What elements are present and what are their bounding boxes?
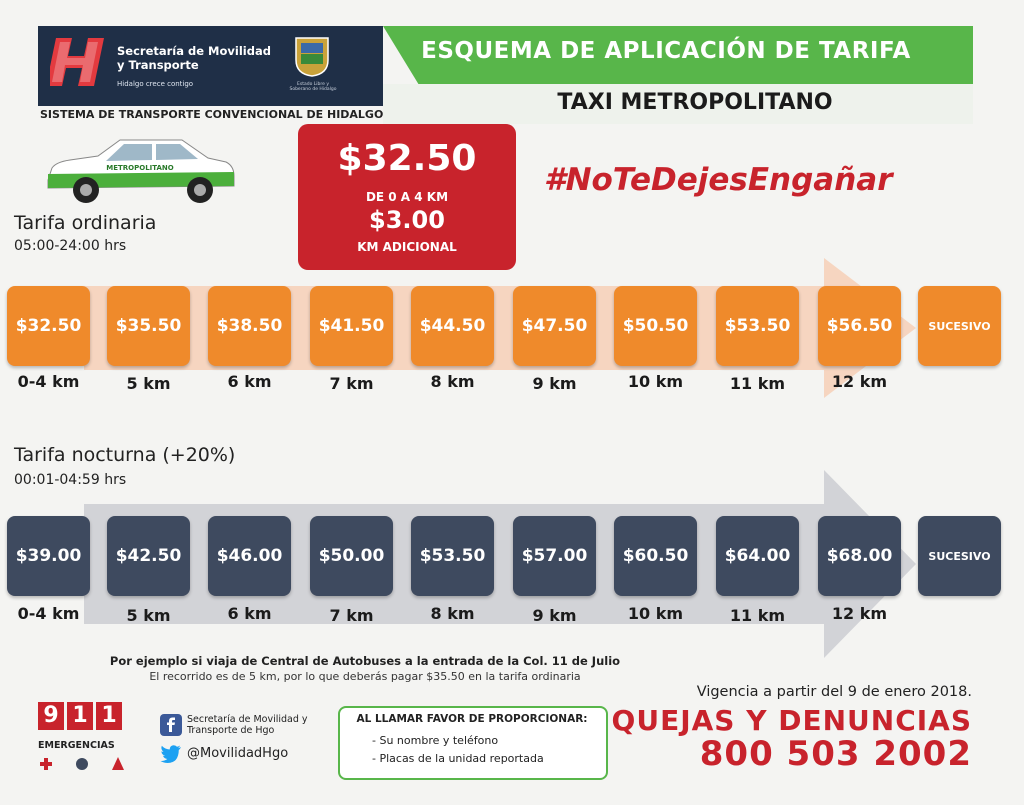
- emergency-digit: 9: [38, 702, 64, 730]
- ordinary-distance-label: 0-4 km: [17, 372, 80, 391]
- ordinary-fare-tile: $50.50: [614, 286, 697, 366]
- night-fare-tile: $60.50: [614, 516, 697, 596]
- ordinary-distance-label: 5 km: [126, 374, 171, 393]
- org-tagline: Hidalgo crece contigo: [117, 80, 194, 88]
- ordinary-distance-label: 6 km: [227, 372, 272, 391]
- base-price-box: [298, 124, 516, 270]
- facebook-icon: [160, 714, 182, 736]
- night-fare-tile: $68.00: [818, 516, 901, 596]
- ordinary-fare-tile: $44.50: [411, 286, 494, 366]
- page-title: ESQUEMA DE APLICACIÓN DE TARIFA: [421, 38, 911, 64]
- ordinary-title: Tarifa ordinaria: [14, 212, 157, 234]
- call-info-item: - Placas de la unidad reportada: [372, 752, 544, 765]
- additional-label: KM ADICIONAL: [357, 240, 457, 254]
- emergency-digit: 1: [96, 702, 122, 730]
- page-subtitle: TAXI METROPOLITANO: [557, 90, 833, 115]
- facebook-handle: Secretaría de Movilidad y Transporte de …: [187, 714, 308, 736]
- ordinary-distance-label: 11 km: [729, 374, 786, 393]
- hidalgo-h-logo: [50, 38, 104, 86]
- night-distance-label: 7 km: [329, 606, 374, 625]
- subtitle-band: [383, 84, 973, 124]
- ordinary-arrow: [84, 258, 916, 398]
- night-fare-tile: $42.50: [107, 516, 190, 596]
- night-fare-tile: $64.00: [716, 516, 799, 596]
- emergency-digit: 1: [67, 702, 93, 730]
- ordinary-fare-tile: $38.50: [208, 286, 291, 366]
- night-distance-label: 9 km: [532, 606, 577, 625]
- complaints-heading: QUEJAS Y DENUNCIAS: [611, 704, 972, 737]
- state-seal-icon: [295, 37, 329, 77]
- additional-price: $3.00: [369, 206, 445, 234]
- complaints-phone: 800 503 2002: [699, 734, 972, 774]
- night-fare-tile: $53.50: [411, 516, 494, 596]
- ordinary-hours: 05:00-24:00 hrs: [14, 238, 127, 254]
- ordinary-fare-tile: $41.50: [310, 286, 393, 366]
- ordinary-distance-label: 10 km: [627, 372, 684, 391]
- night-fare-tile: $39.00: [7, 516, 90, 596]
- title-band: [383, 26, 973, 84]
- night-hours: 00:01-04:59 hrs: [14, 472, 127, 488]
- ordinary-distance-label: 8 km: [430, 372, 475, 391]
- night-fare-tile-sucesivo: SUCESIVO: [918, 516, 1001, 596]
- night-distance-label: 5 km: [126, 606, 171, 625]
- night-distance-label: 0-4 km: [17, 604, 80, 623]
- ordinary-distance-label: 9 km: [532, 374, 577, 393]
- seal-caption: Estado Libre y Soberano de Hidalgo: [289, 82, 337, 92]
- emergency-services-icon: [40, 757, 124, 770]
- night-title: Tarifa nocturna (+20%): [14, 444, 236, 466]
- example-line-1: Por ejemplo si viaja de Central de Autob…: [109, 654, 621, 668]
- night-distance-label: 8 km: [430, 604, 475, 623]
- emergency-label: EMERGENCIAS: [38, 740, 115, 751]
- ordinary-fare-tile: $32.50: [7, 286, 90, 366]
- call-info-box: [338, 706, 608, 780]
- ordinary-distance-label: 12 km: [831, 372, 888, 391]
- ordinary-distance-label: 7 km: [329, 374, 374, 393]
- svg-text:METROPOLITANO: METROPOLITANO: [106, 164, 174, 172]
- night-distance-label: 12 km: [831, 604, 888, 623]
- base-price: $32.50: [337, 138, 477, 179]
- twitter-icon: [160, 745, 181, 763]
- call-info-title: AL LLAMAR FAVOR DE PROPORCIONAR:: [356, 713, 588, 725]
- night-fare-tile: $50.00: [310, 516, 393, 596]
- night-distance-label: 10 km: [627, 604, 684, 623]
- twitter-handle: @MovilidadHgo: [187, 746, 289, 761]
- night-distance-label: 11 km: [729, 606, 786, 625]
- night-fare-tile: $57.00: [513, 516, 596, 596]
- hashtag: #NoTeDejesEngañar: [544, 162, 893, 198]
- system-name: SISTEMA DE TRANSPORTE CONVENCIONAL DE HI…: [40, 108, 384, 121]
- call-info-item: - Su nombre y teléfono: [372, 734, 499, 747]
- taxi-icon: METROPOLITANO: [47, 139, 235, 203]
- org-name: Secretaría de Movilidad y Transporte: [117, 44, 271, 72]
- night-distance-label: 6 km: [227, 604, 272, 623]
- ordinary-fare-tile: $47.50: [513, 286, 596, 366]
- ordinary-fare-tile: $35.50: [107, 286, 190, 366]
- ordinary-fare-tile-sucesivo: SUCESIVO: [918, 286, 1001, 366]
- night-arrow: [84, 470, 916, 658]
- example-line-2: El recorrido es de 5 km, por lo que debe…: [149, 670, 581, 683]
- night-fare-tile: $46.00: [208, 516, 291, 596]
- ordinary-fare-tile: $53.50: [716, 286, 799, 366]
- ordinary-fare-tile: $56.50: [818, 286, 901, 366]
- validity-date: Vigencia a partir del 9 de enero 2018.: [696, 684, 972, 700]
- base-range: DE 0 A 4 KM: [365, 190, 449, 204]
